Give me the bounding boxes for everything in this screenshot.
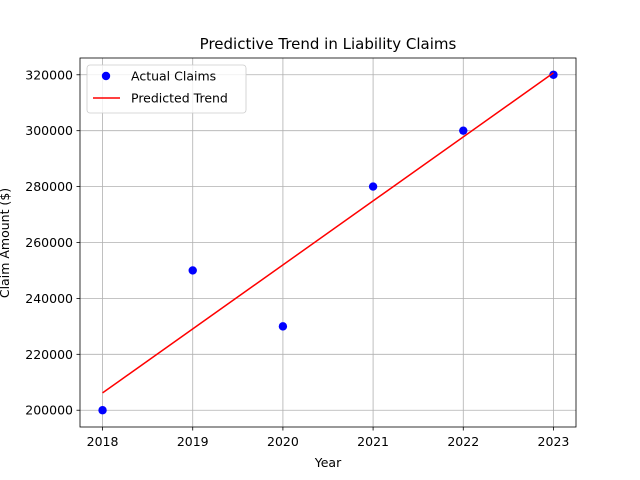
y-axis-label: Claim Amount ($)	[0, 188, 12, 298]
chart-title: Predictive Trend in Liability Claims	[200, 35, 457, 53]
y-tick-label: 240000	[25, 291, 73, 306]
legend-marker-swatch	[101, 71, 111, 81]
predicted-trend-line	[102, 72, 554, 394]
legend-label: Actual Claims	[131, 69, 216, 84]
actual-claims-point	[98, 406, 107, 415]
y-tick-label: 260000	[25, 235, 73, 250]
actual-claims-point	[188, 266, 197, 275]
x-tick-label: 2020	[267, 434, 299, 449]
actual-claims-point	[278, 322, 288, 331]
actual-claims-point	[549, 70, 558, 79]
y-axis-ticks: 200000 220000 240000 260000 280000 300000 3200…	[25, 67, 80, 418]
legend: Actual Claims Predicted Trend	[86, 64, 247, 114]
grid	[80, 58, 576, 427]
legend-box	[86, 64, 247, 114]
x-axis-label: Year	[314, 455, 342, 470]
legend-label: Predicted Trend	[131, 91, 228, 106]
x-tick-label: 2018	[87, 434, 119, 449]
x-tick-label: 2022	[447, 434, 479, 449]
y-tick-label: 280000	[25, 179, 73, 194]
y-tick-label: 300000	[25, 123, 73, 138]
y-tick-label: 220000	[25, 347, 73, 362]
actual-claims-point	[459, 126, 468, 135]
x-tick-label: 2021	[357, 434, 389, 449]
y-tick-label: 320000	[25, 67, 73, 82]
x-tick-label: 2019	[177, 434, 209, 449]
x-axis-ticks: 2018 2019 2020 2021 2022 2023	[87, 427, 570, 449]
y-tick-label: 200000	[25, 403, 73, 418]
actual-claims-point	[368, 182, 378, 191]
series	[98, 70, 558, 415]
x-tick-label: 2023	[538, 434, 570, 449]
